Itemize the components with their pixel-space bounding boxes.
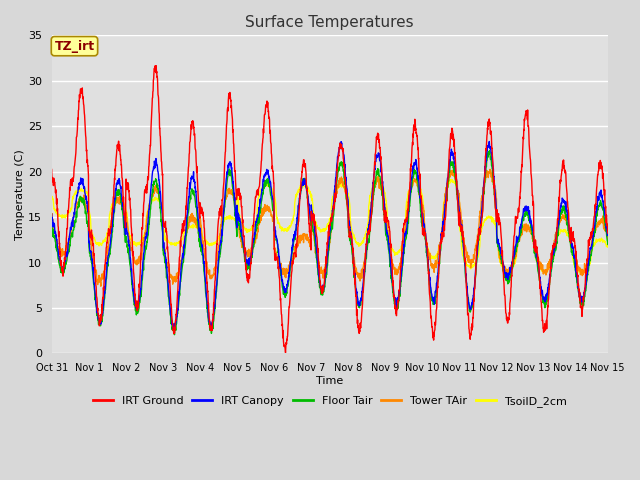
X-axis label: Time: Time	[316, 376, 343, 386]
TsoilD_2cm	[541, 270, 548, 276]
IRT Ground	[152, 63, 160, 69]
Floor Tair	[571, 261, 579, 266]
Tower TAir	[346, 221, 354, 227]
Floor Tair	[492, 205, 500, 211]
Floor Tair	[486, 148, 493, 154]
IRT Canopy	[556, 217, 563, 223]
Floor Tair	[171, 332, 179, 337]
Floor Tair	[346, 234, 354, 240]
Text: TZ_irt: TZ_irt	[54, 40, 95, 53]
IRT Canopy	[485, 139, 493, 144]
IRT Canopy	[48, 211, 56, 217]
IRT Canopy	[571, 255, 579, 261]
Line: IRT Canopy: IRT Canopy	[52, 142, 608, 329]
IRT Canopy	[358, 288, 366, 294]
Tower TAir	[97, 283, 105, 289]
IRT Canopy	[346, 224, 354, 230]
Tower TAir	[358, 266, 366, 272]
TsoilD_2cm	[48, 193, 56, 199]
Floor Tair	[556, 221, 563, 227]
Tower TAir	[571, 255, 579, 261]
IRT Ground	[346, 235, 354, 240]
Line: Floor Tair: Floor Tair	[52, 151, 608, 335]
IRT Canopy	[203, 298, 211, 303]
IRT Ground	[203, 280, 211, 286]
IRT Ground	[358, 303, 366, 309]
Floor Tair	[203, 305, 211, 311]
TsoilD_2cm	[492, 223, 499, 228]
IRT Canopy	[604, 232, 612, 238]
IRT Ground	[492, 207, 500, 213]
Line: IRT Ground: IRT Ground	[52, 66, 608, 353]
TsoilD_2cm	[346, 201, 353, 207]
IRT Ground	[604, 230, 612, 236]
Y-axis label: Temperature (C): Temperature (C)	[15, 149, 25, 240]
TsoilD_2cm	[556, 230, 563, 236]
Floor Tair	[358, 294, 366, 300]
IRT Canopy	[170, 326, 178, 332]
TsoilD_2cm	[358, 239, 365, 245]
Tower TAir	[203, 264, 211, 269]
Tower TAir	[492, 189, 500, 195]
IRT Ground	[48, 167, 56, 172]
Title: Surface Temperatures: Surface Temperatures	[245, 15, 414, 30]
Legend: IRT Ground, IRT Canopy, Floor Tair, Tower TAir, TsoilD_2cm: IRT Ground, IRT Canopy, Floor Tair, Towe…	[88, 392, 571, 411]
Tower TAir	[486, 167, 494, 172]
TsoilD_2cm	[604, 244, 612, 250]
TsoilD_2cm	[571, 262, 579, 267]
IRT Ground	[556, 194, 563, 200]
Floor Tair	[604, 241, 612, 247]
IRT Canopy	[492, 197, 500, 203]
Floor Tair	[48, 226, 56, 232]
TsoilD_2cm	[375, 177, 383, 182]
TsoilD_2cm	[203, 239, 211, 245]
IRT Ground	[282, 350, 289, 356]
Tower TAir	[556, 219, 563, 225]
Line: TsoilD_2cm: TsoilD_2cm	[52, 180, 608, 273]
Line: Tower TAir: Tower TAir	[52, 169, 608, 286]
Tower TAir	[604, 237, 612, 242]
Tower TAir	[48, 211, 56, 217]
IRT Ground	[571, 238, 579, 244]
